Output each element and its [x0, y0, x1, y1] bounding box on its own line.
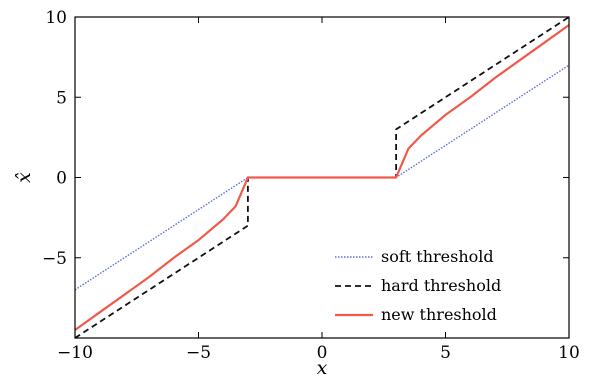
legend-label: hard threshold — [381, 276, 501, 295]
x-tick-label: 5 — [440, 343, 451, 363]
y-tick-label: 10 — [45, 8, 67, 28]
x-tick-label: −5 — [186, 343, 211, 363]
series-line-hard-threshold — [74, 16, 570, 339]
series-layer — [74, 16, 570, 339]
tick-layer: −10 −5 0 5 10 −5 0 5 10 — [42, 8, 580, 363]
y-tick-label: −5 — [42, 249, 67, 269]
y-tick-label: 0 — [56, 169, 67, 189]
x-tick-label: 10 — [558, 343, 580, 363]
series-line-new-threshold — [74, 24, 570, 331]
x-axis-label: x — [317, 357, 328, 379]
legend-label: soft threshold — [381, 247, 494, 266]
x-tick-label: −10 — [57, 343, 93, 363]
x-tick-label: 0 — [317, 343, 328, 363]
legend-label: new threshold — [381, 305, 497, 324]
y-axis-label: x̂ — [13, 172, 35, 183]
y-tick-label: 5 — [56, 88, 67, 108]
legend: soft threshold hard threshold new threshol… — [335, 247, 501, 324]
